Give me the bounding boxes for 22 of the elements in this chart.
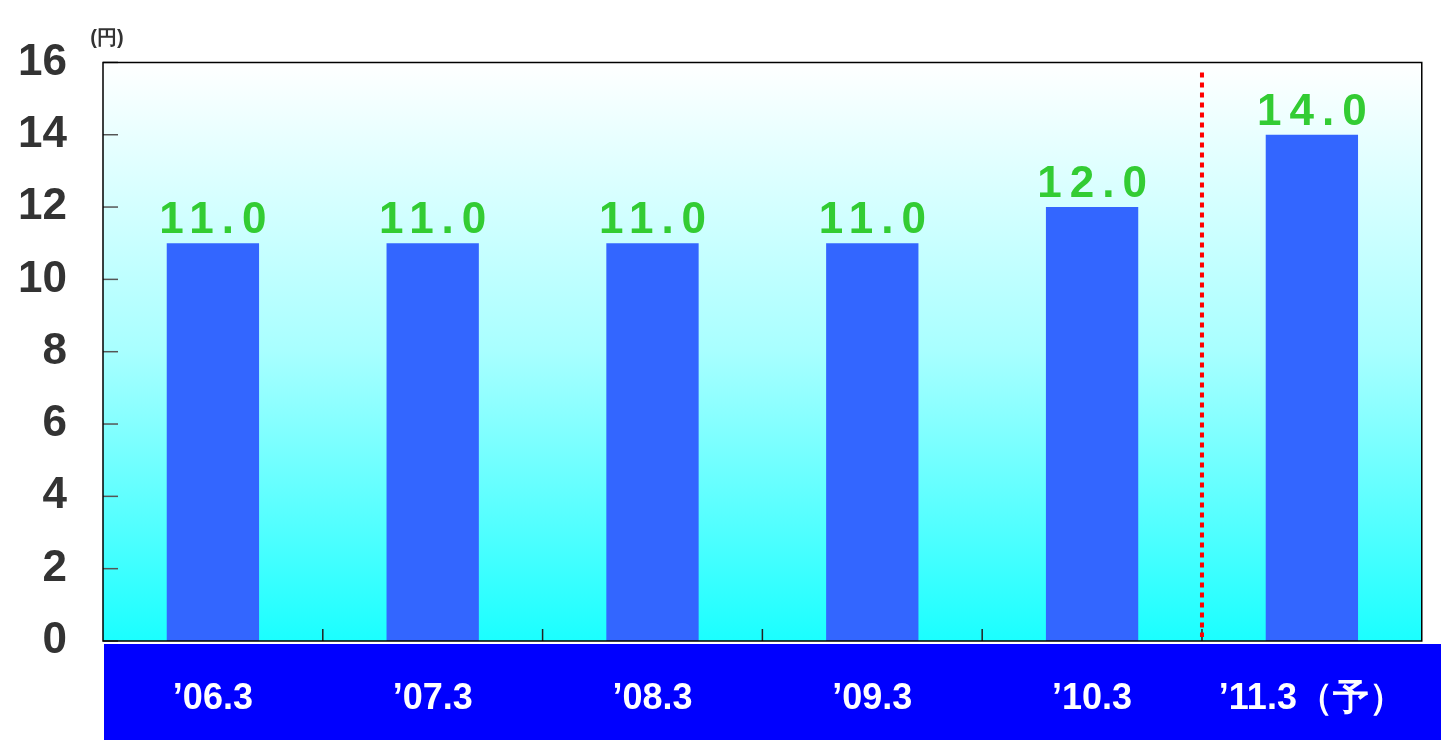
data-label: 11.0 bbox=[818, 193, 934, 243]
y-tick-label: 10 bbox=[18, 251, 67, 301]
x-tick-label: ’08.3 bbox=[612, 675, 693, 717]
y-tick-label: 0 bbox=[42, 613, 67, 663]
data-label: 12.0 bbox=[1037, 157, 1155, 207]
y-tick-label: 6 bbox=[42, 396, 67, 446]
y-axis-title: (円) bbox=[90, 25, 124, 48]
y-tick-label: 14 bbox=[18, 106, 68, 156]
y-tick-label: 8 bbox=[42, 323, 67, 373]
y-tick-label: 2 bbox=[42, 540, 67, 590]
data-label: 11.0 bbox=[379, 193, 495, 243]
x-tick-label: ’10.3 bbox=[1052, 675, 1133, 717]
x-tick-label: ’07.3 bbox=[392, 675, 473, 717]
data-label: 14.0 bbox=[1257, 84, 1375, 134]
y-tick-label: 16 bbox=[18, 34, 67, 84]
data-label: 11.0 bbox=[159, 193, 275, 243]
x-tick-label: ’09.3 bbox=[832, 675, 913, 717]
y-tick-label: 4 bbox=[42, 468, 68, 518]
x-tick-label: ’11.3（予） bbox=[1218, 675, 1405, 717]
data-label: 11.0 bbox=[598, 193, 715, 243]
y-tick-label: 12 bbox=[18, 179, 67, 229]
x-tick-label: ’06.3 bbox=[172, 675, 253, 717]
